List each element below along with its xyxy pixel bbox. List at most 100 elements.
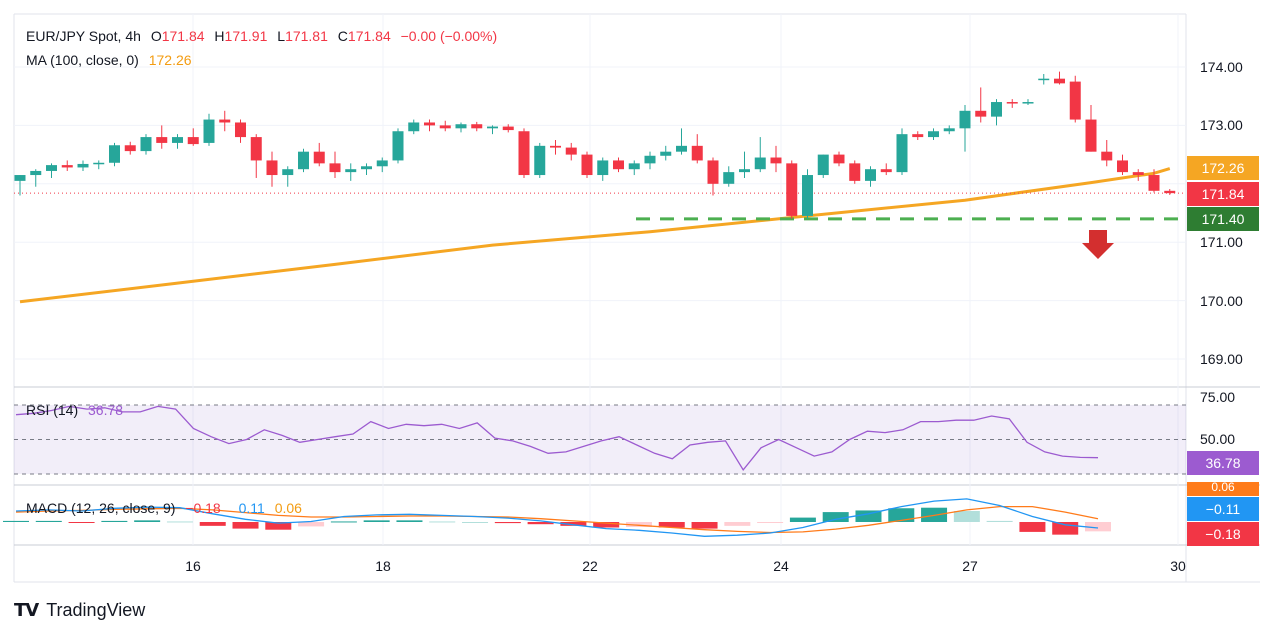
candle-body (676, 145, 687, 152)
candle-body (156, 137, 168, 143)
candle-body (880, 169, 892, 173)
macd-histogram-bar (691, 522, 718, 529)
candle-body (975, 110, 987, 117)
candle-body (849, 163, 861, 181)
symbol-label: EUR/JPY Spot, 4h (26, 28, 141, 44)
candle-body (61, 165, 73, 168)
candle-body (187, 137, 199, 145)
candle-body (912, 134, 924, 138)
macd-histogram-bar (593, 522, 620, 528)
macd-histogram-bar (855, 510, 882, 522)
macd-histogram-bar (298, 522, 325, 527)
candle-body (235, 122, 246, 138)
rsi-label: RSI (14) (26, 402, 79, 418)
candle-body (502, 126, 514, 131)
macd-histogram-bar (199, 522, 226, 526)
candle-body (770, 157, 782, 164)
candle-body (754, 157, 766, 170)
macd-histogram-bar (757, 522, 784, 523)
candle-body (329, 163, 341, 173)
rsi-tick: 50.00 (1200, 431, 1236, 447)
candle-body (1038, 78, 1050, 81)
macd-histogram-bar (986, 520, 1013, 522)
date-tick: 30 (1170, 558, 1186, 574)
down-arrow-icon (1082, 230, 1114, 259)
macd-histogram-bar (1019, 522, 1046, 532)
date-tick: 18 (375, 558, 391, 574)
macd-signal-line (15, 505, 1099, 534)
macd-histogram-bar (953, 511, 980, 522)
high-value: 171.91 (224, 28, 268, 44)
candle-body (46, 165, 57, 171)
macd-histogram-bar (789, 517, 816, 522)
macd-histogram-bar (429, 521, 456, 523)
close-value: 171.84 (347, 28, 391, 44)
candle-body (518, 131, 530, 176)
candle-body (739, 169, 750, 173)
signal-tag: 0.06 (1187, 482, 1259, 496)
candle-body (644, 155, 656, 164)
candle-body (581, 154, 593, 176)
macd-histogram-bar (396, 520, 423, 522)
macd-value: 0.11 (238, 500, 265, 516)
macd-histogram-bar (1085, 522, 1111, 532)
hist-tag: −0.18 (1187, 522, 1259, 546)
rsi-line (15, 405, 1099, 472)
candle-body (266, 160, 278, 176)
candle-body (250, 137, 262, 161)
candle-body (30, 170, 42, 176)
candle-body (597, 160, 609, 176)
candle-body (660, 151, 672, 156)
change-value: −0.00 (−0.00%) (400, 28, 498, 44)
ma-legend: MA (100, close, 0) 172.26 (26, 52, 192, 68)
ma-value: 172.26 (148, 52, 192, 68)
macd-histogram-bar (265, 522, 292, 530)
candle-body (392, 131, 404, 161)
candle-body (361, 166, 372, 170)
candle-body (1164, 190, 1176, 194)
macd-histogram-bar (560, 522, 587, 526)
date-tick: 24 (773, 558, 789, 574)
macd-histogram-bar (724, 522, 751, 526)
candle-body (124, 145, 136, 152)
candle-body (219, 119, 231, 123)
date-tick: 27 (962, 558, 978, 574)
macd-signal-value: 0.06 (274, 500, 302, 516)
candle-body (376, 160, 388, 167)
date-tick: 16 (185, 558, 201, 574)
ma-label: MA (100, close, 0) (26, 52, 139, 68)
candle-body (928, 131, 939, 138)
candle-body (203, 119, 215, 143)
candle-body (298, 151, 309, 170)
candle-body (865, 169, 876, 181)
candle-body (786, 163, 798, 216)
macd-histogram-bar (232, 522, 259, 529)
candle-body (14, 175, 26, 181)
candle-body (534, 145, 546, 176)
candle-body (1117, 160, 1128, 173)
candle-body (1054, 78, 1065, 84)
price-tick: 174.00 (1200, 59, 1243, 75)
candle-body (172, 137, 183, 143)
candle-body (1132, 172, 1144, 176)
macd-tag: −0.11 (1187, 497, 1259, 521)
candle-body (471, 124, 483, 129)
candle-body (628, 163, 640, 170)
price-tick: 171.00 (1200, 234, 1243, 250)
macd-histogram-bar (625, 522, 652, 527)
tradingview-logo[interactable]: 𝗧𝗩 TradingView (14, 600, 145, 621)
candle-body (455, 124, 467, 129)
macd-histogram-bar (822, 512, 849, 522)
macd-histogram-bar (35, 520, 62, 522)
macd-label: MACD (12, 26, close, 9) (26, 500, 176, 516)
candle-body (833, 154, 845, 164)
macd-histogram-bar (1052, 522, 1079, 535)
low-value: 171.81 (285, 28, 328, 44)
macd-legend: MACD (12, 26, close, 9) −0.18 0.11 0.06 (26, 500, 302, 516)
date-tick: 22 (582, 558, 598, 574)
candle-body (896, 134, 908, 173)
candle-body (1069, 81, 1081, 120)
brand-name: TradingView (46, 600, 146, 620)
open-value: 171.84 (161, 28, 205, 44)
